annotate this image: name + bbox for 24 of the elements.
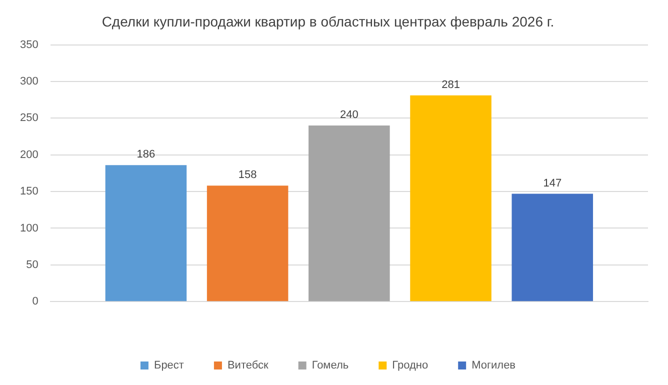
legend-label: Гродно <box>392 360 428 372</box>
data-label: 158 <box>238 169 257 182</box>
bar <box>308 126 390 302</box>
y-tick-label: 300 <box>20 76 38 88</box>
chart-title: Сделки купли-продажи квартир в областных центрах февраль 2026 г. <box>102 13 554 30</box>
data-label: 186 <box>136 148 156 161</box>
bar <box>410 95 492 302</box>
bar <box>206 186 288 302</box>
y-tick-label: 150 <box>20 186 38 198</box>
legend-label: Могилев <box>472 360 516 372</box>
legend-label: Витебск <box>227 360 269 372</box>
bar <box>512 194 594 302</box>
data-label: 147 <box>543 177 562 190</box>
y-tick-label: 0 <box>32 296 38 308</box>
y-tick-label: 250 <box>20 112 38 124</box>
legend-label: Брест <box>154 360 184 372</box>
data-label: 281 <box>442 78 460 91</box>
y-tick-label: 350 <box>20 38 38 51</box>
legend-label: Гомель <box>312 360 349 372</box>
y-tick-label: 100 <box>20 222 38 234</box>
data-label: 240 <box>340 109 358 122</box>
bar <box>105 165 187 302</box>
y-tick-label: 200 <box>20 148 38 161</box>
y-tick-label: 50 <box>26 258 38 271</box>
